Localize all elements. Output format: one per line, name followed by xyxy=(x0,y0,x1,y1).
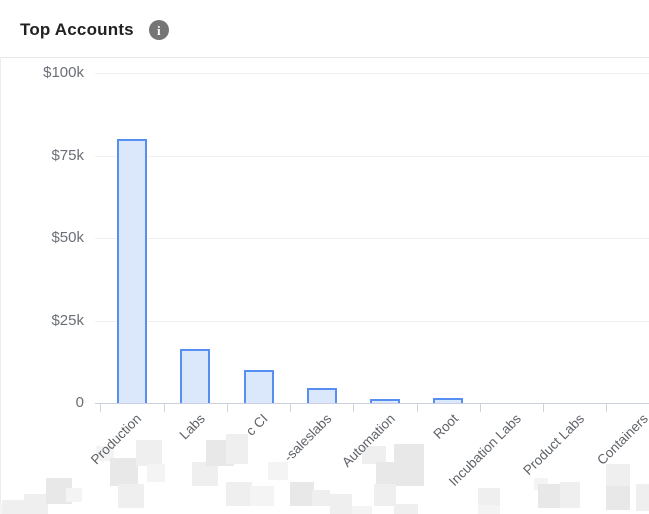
redaction-mosaic-square xyxy=(312,490,330,506)
x-label-Product Labs: Product Labs xyxy=(520,411,588,478)
redaction-mosaic-square xyxy=(290,482,314,506)
bar-Root[interactable] xyxy=(433,398,464,403)
x-axis-tick xyxy=(543,403,545,412)
redaction-mosaic-square xyxy=(362,446,386,464)
card-header: Top Accounts i xyxy=(20,17,169,43)
y-axis-label: $25k xyxy=(51,311,84,329)
x-axis-tick xyxy=(163,403,165,412)
redaction-mosaic-square xyxy=(250,486,274,506)
gridline-$75k xyxy=(95,155,649,157)
x-axis-tick xyxy=(290,403,292,412)
redaction-mosaic-square xyxy=(96,446,114,461)
redaction-mosaic-square xyxy=(2,500,28,514)
gridline-$100k xyxy=(95,73,649,74)
bar--saleslabs[interactable] xyxy=(306,388,337,403)
top-accounts-bar-chart: $100k $75k $50k $25k 0 Production Labs c CI -sal… xyxy=(0,57,649,514)
redaction-mosaic-square xyxy=(606,486,630,510)
redaction-mosaic-square xyxy=(394,504,418,514)
y-axis-label: $50k xyxy=(51,229,84,246)
redaction-mosaic-square xyxy=(330,494,352,514)
x-axis-tick xyxy=(353,403,355,412)
x-label--saleslabs: -saleslabs xyxy=(280,411,335,465)
info-icon[interactable]: i xyxy=(148,20,169,40)
redaction-mosaic-square xyxy=(24,494,48,514)
bar-Production[interactable] xyxy=(117,139,147,403)
redaction-mosaic-square xyxy=(192,462,218,486)
bar-Automation[interactable] xyxy=(370,399,400,403)
redaction-mosaic-square xyxy=(606,464,630,486)
bar-Labs[interactable] xyxy=(180,348,211,403)
redaction-mosaic-square xyxy=(147,464,165,482)
y-axis-label: 0 xyxy=(75,394,84,411)
bar-c CI[interactable] xyxy=(243,370,274,403)
x-axis-tick xyxy=(226,403,228,412)
redaction-mosaic-square xyxy=(560,482,580,508)
redaction-mosaic-square xyxy=(352,506,372,514)
redaction-mosaic-square xyxy=(118,484,144,508)
x-axis-tick xyxy=(100,403,102,412)
redaction-mosaic-square xyxy=(268,462,288,480)
redaction-mosaic-square xyxy=(110,458,138,486)
redaction-mosaic-square xyxy=(136,440,162,466)
gridline-$50k xyxy=(95,238,649,239)
header-divider xyxy=(0,57,649,58)
redaction-mosaic-square xyxy=(394,444,424,486)
x-label-Root: Root xyxy=(430,411,461,442)
redaction-mosaic-square xyxy=(226,434,248,464)
x-axis-line xyxy=(95,403,649,404)
y-axis-label: $75k xyxy=(51,146,84,164)
redaction-mosaic-square xyxy=(478,505,500,514)
info-icon-glyph: i xyxy=(157,22,161,38)
redaction-mosaic-square xyxy=(66,488,82,502)
gridline-$25k xyxy=(95,320,649,322)
x-axis-tick xyxy=(416,403,418,412)
redaction-mosaic-square xyxy=(226,482,252,506)
y-axis-label: $100k xyxy=(43,64,84,81)
card-title: Top Accounts xyxy=(20,20,134,39)
redaction-mosaic-square xyxy=(478,488,500,506)
redaction-mosaic-square xyxy=(636,484,649,511)
x-axis-tick xyxy=(606,403,608,412)
redaction-mosaic-square xyxy=(374,484,396,506)
x-axis-tick xyxy=(479,403,481,412)
x-label-Labs: Labs xyxy=(176,411,208,443)
card-left-edge xyxy=(0,57,1,514)
x-label-Containers: Containers xyxy=(593,411,649,468)
redaction-mosaic-square xyxy=(538,484,562,508)
